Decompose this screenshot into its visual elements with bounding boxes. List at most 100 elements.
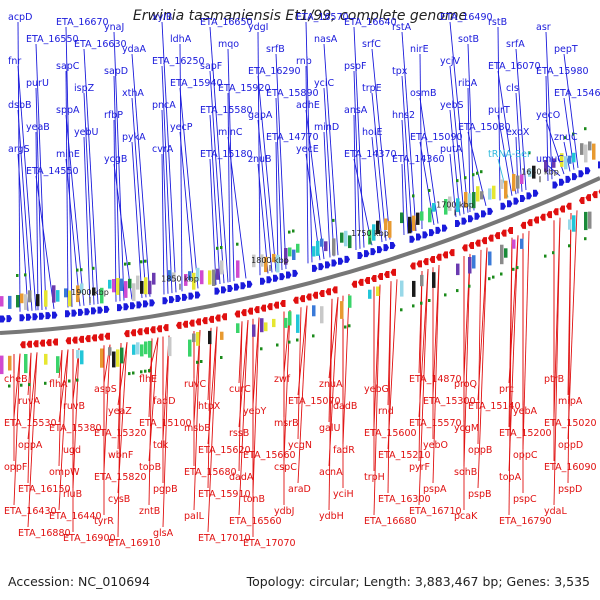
reverse-cds-arrow [507, 227, 513, 235]
reverse-cds-arrow [91, 334, 97, 342]
forward-cds-arrow [65, 310, 71, 318]
forward-gene-label-eta-14770: ETA_14770 [266, 132, 319, 143]
reverse-leader-line [103, 344, 111, 472]
forward-cds-arrow [474, 212, 480, 220]
feature-block-upper [420, 211, 424, 221]
feature-block-lower [108, 347, 112, 356]
forward-leader-line [353, 26, 365, 248]
forward-gene-label-eta-16670: ETA_16670 [56, 17, 109, 28]
feature-block-lower [456, 263, 460, 276]
forward-cds-arrow [455, 219, 461, 227]
feature-block-lower [24, 354, 28, 374]
rna-marker-upper [528, 151, 531, 155]
reverse-leader-line [508, 235, 519, 472]
forward-gene-label-umuc: umuC [536, 154, 564, 165]
reverse-cds-arrow [195, 318, 201, 326]
reverse-leader-line [72, 348, 80, 489]
reverse-cds-arrow [234, 310, 240, 318]
reverse-cds-arrow [137, 328, 143, 336]
reverse-gene-label-glsa: glsA [153, 528, 174, 539]
feature-block-upper [136, 275, 140, 290]
forward-cds-arrow [279, 273, 285, 281]
forward-cds-arrow [357, 252, 363, 260]
feature-block-lower [0, 355, 4, 375]
forward-leader-line [371, 92, 387, 241]
feature-block-upper [312, 246, 316, 257]
rna-marker-lower [492, 275, 495, 279]
forward-leader-line [497, 70, 517, 195]
feature-block-lower [220, 331, 224, 340]
reverse-gene-label-ycih: yciH [333, 489, 354, 500]
rna-marker-lower [420, 301, 423, 305]
reverse-gene-label-eta-15660: ETA_15660 [243, 450, 296, 461]
forward-cds-arrow [507, 200, 513, 208]
forward-gene-leader-lines [17, 21, 579, 312]
feature-block-upper [592, 143, 596, 160]
forward-gene-label-mine: minE [56, 149, 80, 160]
reverse-cds-arrow [104, 332, 110, 340]
forward-gene-label-ydaa: ydaA [122, 44, 146, 55]
reverse-gene-label-eta-15100: ETA_15100 [139, 418, 192, 429]
forward-cds-arrow [188, 292, 194, 300]
feature-block-lower [148, 340, 152, 358]
reverse-cds-arrow [150, 326, 156, 334]
reverse-gene-label-eta-16430: ETA_16430 [4, 506, 57, 517]
forward-cds-arrow [45, 312, 51, 320]
feature-block-upper [348, 235, 352, 249]
reverse-gene-label-eta-17070: ETA_17070 [243, 538, 296, 549]
feature-block-upper [492, 185, 496, 200]
forward-leader-line [209, 158, 217, 285]
reverse-gene-label-eta-15020: ETA_15020 [544, 418, 597, 429]
feature-block-upper [368, 229, 372, 245]
forward-strand-arrows [0, 161, 600, 323]
forward-leader-line [419, 141, 435, 225]
rna-marker-lower [512, 267, 515, 271]
forward-leader-line [17, 153, 29, 312]
reverse-cds-arrow [416, 260, 422, 268]
reverse-cds-arrow [156, 325, 162, 333]
reverse-leader-line [27, 352, 38, 528]
reverse-cds-arrow [221, 313, 227, 321]
forward-leader-line [65, 114, 85, 306]
rna-marker-lower [288, 340, 291, 344]
reverse-gene-label-eta-15570: ETA_15570 [409, 418, 462, 429]
feature-block-lower [296, 314, 300, 333]
feature-block-upper [44, 290, 48, 307]
feature-block-upper [124, 281, 128, 298]
reverse-gene-label-eta-14870: ETA_14870 [409, 374, 462, 385]
reverse-gene-label-zntb: zntB [139, 506, 160, 517]
reverse-cds-arrow [20, 341, 26, 349]
reverse-gene-label-pspc: pspC [513, 494, 537, 505]
kbp-tick-label: 1750 kbp [351, 229, 389, 238]
forward-gene-label-sotb: sotB [458, 34, 479, 45]
feature-tracks [0, 127, 596, 388]
forward-leader-line [35, 131, 39, 311]
forward-gene-label-puru: purU [26, 78, 49, 89]
forward-cds-arrow [565, 175, 571, 183]
feature-block-upper [8, 295, 12, 309]
forward-leader-line [305, 21, 313, 263]
reverse-cds-arrow [241, 309, 247, 317]
reverse-cds-arrow [540, 213, 546, 221]
reverse-gene-label-eta-16710: ETA_16710 [409, 506, 462, 517]
feature-block-upper [532, 165, 536, 179]
forward-gene-label-eta-15920: ETA_15920 [218, 83, 271, 94]
rna-marker-upper [476, 171, 479, 175]
reverse-cds-arrow [384, 270, 390, 278]
reverse-gene-labels: cheB flhA aspS flhE ruvC curC zwf znuA yebG ETA_1… [4, 374, 597, 549]
feature-block-lower [512, 239, 516, 249]
reverse-leader-line [252, 317, 260, 406]
reverse-cds-arrow [488, 234, 494, 242]
forward-gene-label-srfc: srfC [362, 39, 381, 50]
feature-block-upper [416, 212, 420, 225]
reverse-cds-arrow [260, 304, 266, 312]
forward-leader-line [161, 153, 165, 295]
reverse-cds-arrow [98, 333, 104, 341]
forward-gene-label-eta-16290: ETA_16290 [248, 66, 301, 77]
reverse-gene-label-zwf: zwf [274, 374, 291, 385]
forward-leader-line [419, 97, 439, 224]
reverse-leader-line [328, 297, 339, 467]
reverse-cds-arrow [468, 242, 474, 250]
